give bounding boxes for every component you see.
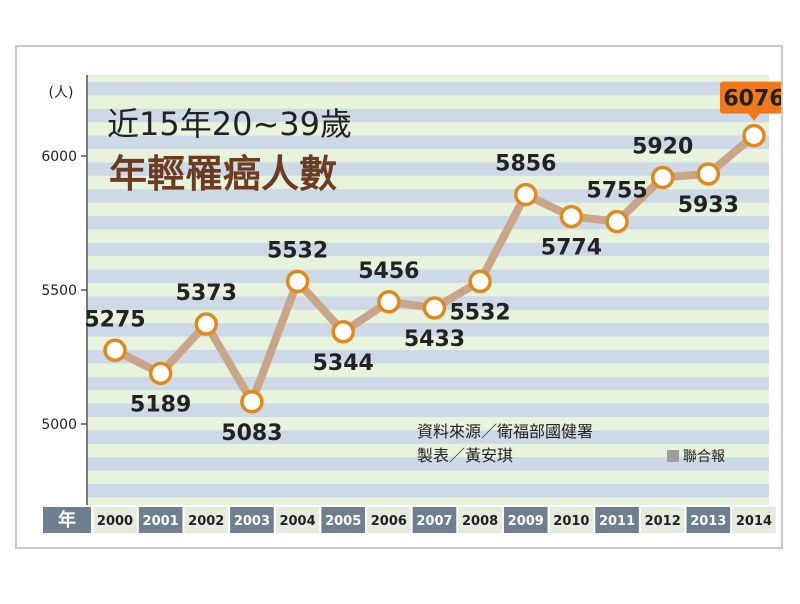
data-label: 5774	[541, 236, 602, 261]
x-tick-label: 2007	[416, 514, 452, 529]
data-label: 5373	[176, 281, 237, 306]
data-point	[696, 162, 721, 186]
x-tick-cell	[184, 507, 229, 533]
brand-text: 聯合報	[683, 449, 725, 465]
x-tick-cell	[503, 507, 548, 533]
data-label: 5532	[267, 238, 328, 263]
x-tick-cell	[549, 507, 594, 533]
x-tick-label: 2000	[97, 514, 133, 529]
x-tick-label: 2003	[234, 514, 270, 529]
chart-svg: 年 2000 2001 2002 2003 2004 2005 2006 2007 2008 200…	[41, 75, 781, 533]
highlight-pointer	[747, 113, 760, 121]
brand-square-icon	[667, 450, 679, 462]
y-tick-label: 6000	[41, 149, 77, 165]
chart-frame: 年 2000 2001 2002 2003 2004 2005 2006 2007 2008 200…	[15, 45, 783, 549]
x-tick-cell	[367, 507, 411, 533]
x-tick-cell	[595, 507, 639, 533]
x-axis-label-cell	[43, 507, 91, 533]
data-point	[742, 123, 766, 148]
data-point	[331, 320, 355, 344]
grid-stripe	[87, 457, 769, 471]
data-label: 5433	[404, 327, 465, 352]
x-tick-label: 2002	[188, 514, 224, 529]
data-point	[650, 165, 675, 190]
grid-stripe	[87, 242, 769, 257]
x-axis-label: 年	[58, 509, 76, 531]
grid-stripe	[87, 135, 769, 149]
y-tick-label: 5000	[41, 417, 77, 433]
background-stripes	[87, 75, 769, 505]
x-tick-label: 2012	[645, 514, 681, 529]
data-label: 5933	[678, 193, 739, 218]
data-label: 5456	[358, 259, 419, 284]
data-point	[103, 338, 127, 363]
x-axis: 年 2000 2001 2002 2003 2004 2005 2006 2007 2008 200…	[43, 507, 776, 533]
x-tick-label: 2001	[143, 514, 179, 529]
grid-stripe	[87, 189, 769, 203]
x-tick-label: 2004	[279, 514, 315, 529]
x-tick-cell	[412, 507, 457, 533]
grid-stripe	[87, 350, 769, 364]
highlight-label-box	[719, 81, 781, 114]
data-point	[514, 182, 538, 207]
x-tick-label: 2008	[462, 514, 498, 529]
data-point	[559, 204, 584, 229]
x-tick-label: 2009	[508, 514, 544, 529]
chart-subtitle: 近15年20~39歲	[107, 105, 352, 143]
y-axis: (人) 5000 5500 6000	[41, 75, 88, 505]
x-tick-cell	[275, 507, 320, 533]
data-labels: 5275518953735083553253445456543355325856…	[84, 81, 781, 446]
grid-stripe	[87, 269, 769, 283]
grid-stripe	[87, 484, 769, 498]
data-point	[422, 296, 447, 320]
x-tick-cell	[640, 507, 685, 533]
data-point	[377, 290, 401, 314]
series-line-group	[103, 123, 766, 414]
x-tick-cell	[686, 507, 731, 533]
grid-stripe	[87, 162, 769, 176]
data-label: 6076	[723, 87, 781, 112]
x-tick-label: 2011	[599, 514, 635, 529]
y-axis-unit-label: (人)	[49, 85, 74, 101]
grid-stripe	[87, 376, 769, 391]
x-tick-cell	[732, 507, 776, 533]
y-tick-label: 5500	[41, 283, 77, 299]
grid-stripe	[87, 216, 769, 230]
data-label: 5856	[495, 152, 556, 177]
x-tick-cell	[230, 507, 274, 533]
data-point	[285, 269, 310, 294]
grid-stripe	[87, 108, 769, 123]
x-tick-label: 2014	[736, 514, 772, 529]
data-point	[148, 361, 173, 386]
x-tick-label: 2005	[325, 514, 361, 529]
source-text: 資料來源／衛福部國健署	[417, 422, 593, 441]
data-label: 5532	[450, 300, 511, 325]
grid-stripe	[87, 323, 769, 337]
x-tick-cell	[458, 507, 502, 533]
data-point	[605, 209, 629, 234]
data-point	[240, 390, 264, 414]
grid-stripe	[87, 82, 769, 96]
data-label: 5083	[221, 421, 282, 446]
x-tick-cell	[93, 507, 137, 533]
data-label: 5189	[130, 392, 191, 417]
data-label: 5755	[586, 179, 647, 204]
data-label: 5920	[632, 134, 693, 159]
data-point	[194, 312, 219, 336]
x-tick-cell	[321, 507, 366, 533]
data-label: 5275	[84, 307, 145, 332]
data-point	[468, 269, 492, 294]
grid-stripe	[87, 430, 769, 444]
chart-title: 年輕罹癌人數	[109, 152, 337, 196]
data-label: 5344	[313, 351, 374, 376]
maker-text: 製表／黃安琪	[417, 446, 513, 465]
x-tick-label: 2006	[371, 514, 407, 529]
x-tick-label: 2010	[553, 514, 589, 529]
x-tick-label: 2013	[690, 514, 726, 529]
x-tick-cell	[138, 507, 183, 533]
